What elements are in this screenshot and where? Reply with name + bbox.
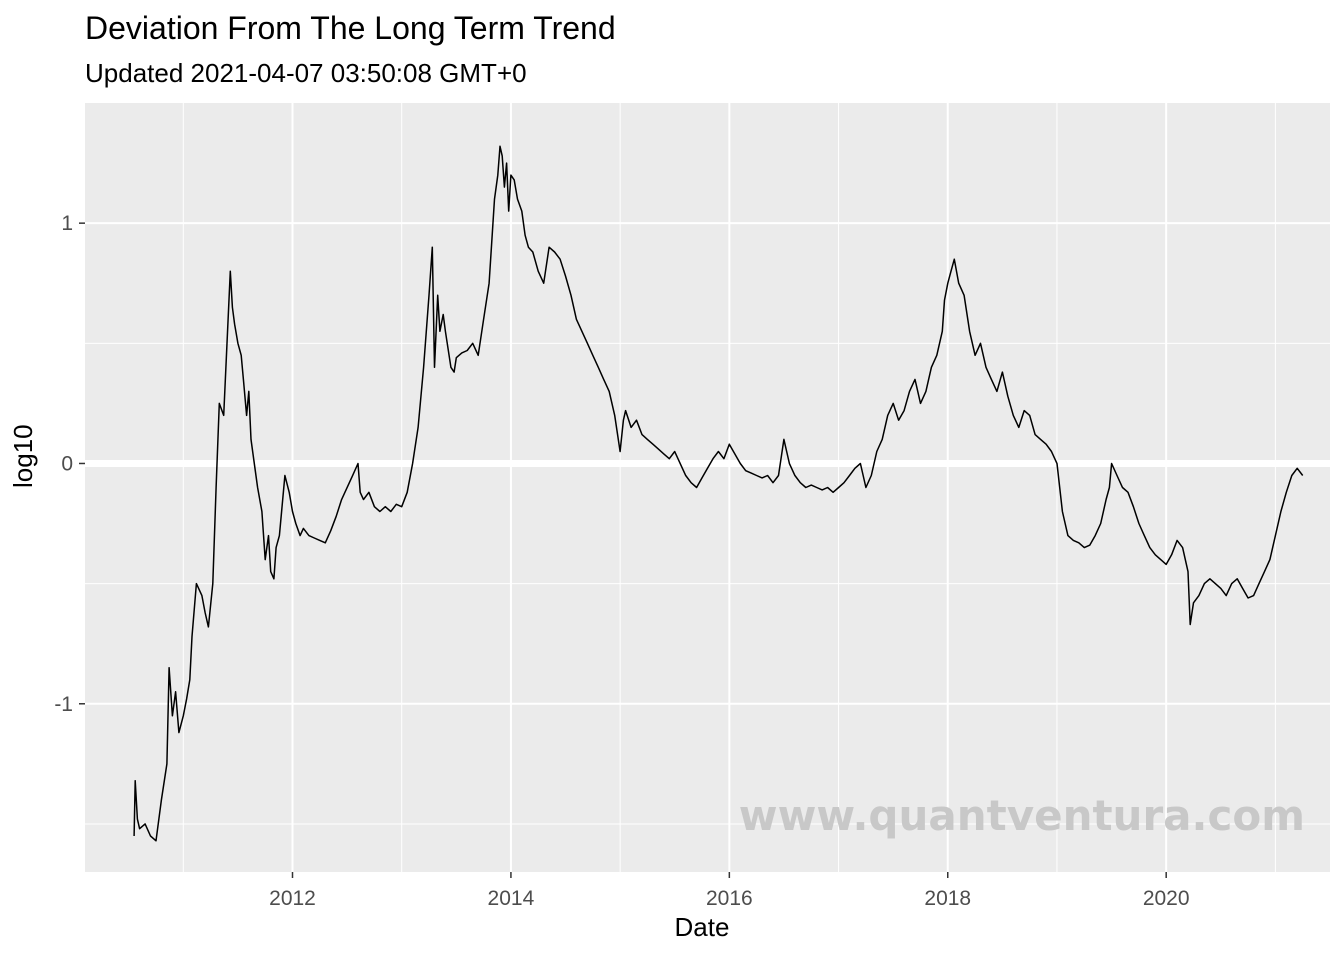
y-tick-label: 0	[61, 452, 73, 475]
chart-title: Deviation From The Long Term Trend	[85, 10, 616, 46]
x-tick-label: 2016	[706, 887, 753, 910]
y-tick-label: 1	[61, 212, 73, 235]
x-axis-title: Date	[674, 912, 730, 942]
x-tick-label: 2014	[488, 887, 535, 910]
chart-subtitle: Updated 2021-04-07 03:50:08 GMT+0	[85, 58, 527, 88]
series-line-0	[133, 145, 1304, 842]
y-axis-title: log10	[8, 424, 38, 488]
y-tick-label: -1	[54, 693, 73, 716]
x-tick-label: 2020	[1143, 887, 1190, 910]
watermark: www.quantventura.com	[739, 791, 1305, 840]
x-tick-label: 2012	[269, 887, 316, 910]
plot-panel	[85, 103, 1330, 872]
x-tick-label: 2018	[924, 887, 971, 910]
